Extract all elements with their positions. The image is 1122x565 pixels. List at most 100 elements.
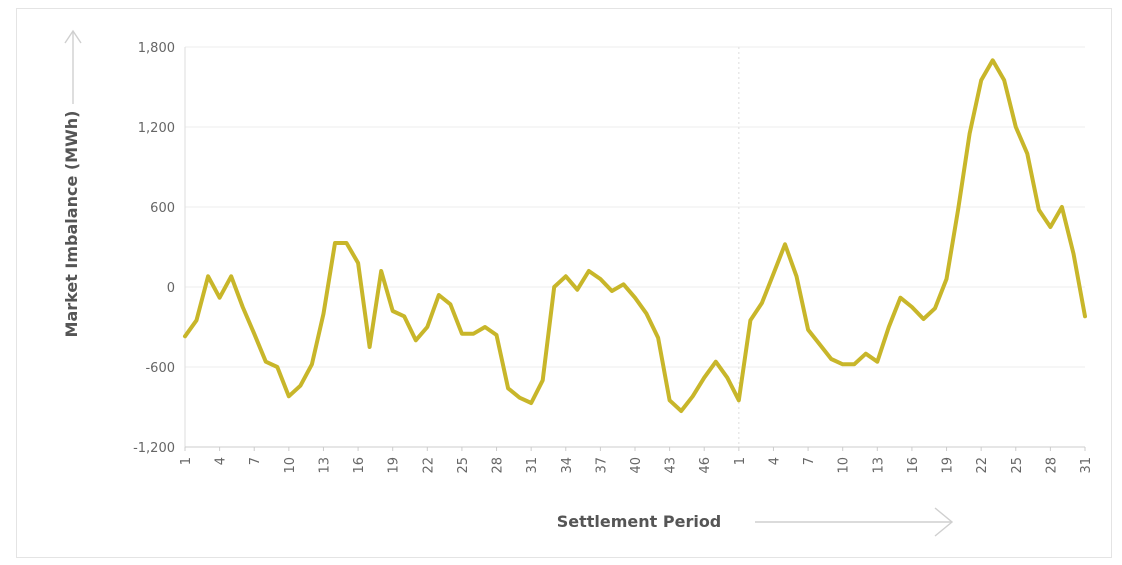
- x-tick-label: 34: [560, 457, 575, 474]
- data-point: [194, 318, 199, 322]
- data-point: [1048, 225, 1052, 229]
- data-point: [506, 386, 510, 390]
- data-point: [229, 274, 233, 278]
- y-tick-label: -600: [145, 361, 175, 376]
- x-tick-label: 22: [421, 457, 436, 474]
- data-point: [875, 360, 879, 364]
- y-axis-title-group: Market Imbalance (MWh): [62, 29, 82, 338]
- y-tick-label: 1,800: [138, 41, 175, 56]
- line-chart: -1,200 -600 0 600 1,200 1,800 1 4 7 10 13 16 19 22 25…: [62, 29, 1094, 537]
- x-tick-label: 10: [283, 457, 298, 474]
- chart-frame: -1,200 -600 0 600 1,200 1,800 1 4 7 10 13 16 19 22 25…: [16, 8, 1112, 558]
- data-point: [771, 272, 776, 276]
- data-point: [691, 394, 695, 398]
- data-point: [368, 345, 372, 349]
- x-tick-label: 19: [387, 457, 402, 474]
- x-tick-label: 16: [906, 457, 921, 474]
- data-point: [610, 289, 614, 293]
- gridlines: [185, 46, 1085, 448]
- x-tick-label: 22: [975, 457, 990, 474]
- data-point: [898, 296, 902, 300]
- x-tick-label: 43: [664, 457, 679, 474]
- x-tick-label: 1: [733, 457, 748, 465]
- data-point: [887, 325, 891, 329]
- data-point: [944, 277, 949, 281]
- y-tick-label: -1,200: [133, 441, 175, 456]
- data-point: [760, 301, 764, 305]
- data-point: [575, 288, 579, 292]
- data-point: [714, 360, 718, 364]
- data-point: [518, 396, 522, 400]
- data-point: [737, 398, 741, 402]
- data-point: [621, 282, 626, 286]
- data-point: [852, 362, 856, 366]
- x-axis-ticks: 1 4 7 10 13 16 19 22 25 28 31 34 37 40 43 46 1 4 7 10 13 16 19…: [179, 447, 1094, 474]
- data-point: [910, 305, 914, 309]
- data-point: [298, 384, 302, 388]
- y-axis-arrow: [64, 29, 82, 104]
- x-tick-label: 7: [248, 457, 263, 465]
- data-point: [1083, 314, 1087, 318]
- data-point: [310, 362, 314, 366]
- data-point: [321, 312, 326, 316]
- x-tick-label: 25: [456, 457, 471, 474]
- series-layer: [183, 58, 1087, 413]
- data-point: [1060, 205, 1064, 209]
- data-point: [702, 376, 706, 380]
- data-point: [725, 376, 729, 380]
- data-point: [287, 394, 291, 398]
- data-point: [1037, 208, 1041, 212]
- x-axis-arrow: [755, 507, 954, 537]
- x-tick-label: 7: [802, 457, 817, 465]
- data-point: [644, 312, 649, 316]
- data-point: [333, 241, 337, 245]
- data-point: [379, 269, 383, 273]
- data-point: [275, 365, 279, 369]
- data-point: [541, 378, 545, 382]
- data-point: [806, 328, 810, 332]
- x-tick-label: 28: [491, 457, 506, 474]
- data-point: [794, 274, 799, 278]
- data-point: [264, 360, 268, 364]
- data-point: [656, 336, 660, 340]
- data-point: [1071, 252, 1076, 256]
- y-tick-label: 600: [150, 201, 175, 216]
- data-point: [829, 357, 833, 361]
- data-point: [356, 261, 360, 265]
- x-tick-label: 28: [1044, 457, 1059, 474]
- x-tick-label: 37: [594, 457, 609, 474]
- x-axis-title-group: Settlement Period: [557, 507, 954, 537]
- data-point: [1025, 152, 1029, 156]
- data-point: [598, 277, 602, 281]
- x-tick-label: 46: [698, 457, 713, 474]
- data-point: [921, 317, 926, 321]
- data-point: [968, 132, 972, 136]
- y-axis-ticks: -1,200 -600 0 600 1,200 1,800: [133, 41, 175, 456]
- data-point: [402, 314, 406, 318]
- data-point: [529, 401, 533, 405]
- y-axis-title: Market Imbalance (MWh): [62, 111, 81, 338]
- data-point: [460, 332, 464, 336]
- data-point: [841, 362, 845, 366]
- x-tick-label: 4: [767, 457, 782, 465]
- x-tick-label: 31: [1079, 457, 1094, 474]
- data-point: [448, 302, 452, 306]
- data-point: [437, 293, 441, 297]
- x-tick-label: 13: [871, 457, 886, 474]
- series-line: [183, 58, 1087, 413]
- y-tick-label: 1,200: [138, 121, 175, 136]
- data-point: [979, 78, 983, 82]
- data-point: [679, 409, 683, 413]
- x-tick-label: 25: [1010, 457, 1025, 474]
- data-point: [344, 241, 349, 245]
- x-tick-label: 31: [525, 457, 540, 474]
- data-point: [818, 342, 822, 346]
- data-point: [933, 306, 937, 310]
- x-tick-label: 10: [837, 457, 852, 474]
- data-point: [587, 269, 591, 273]
- data-point: [552, 285, 556, 289]
- x-tick-label: 1: [179, 457, 194, 465]
- data-point: [391, 309, 395, 313]
- data-point: [956, 208, 960, 212]
- data-point: [483, 325, 487, 329]
